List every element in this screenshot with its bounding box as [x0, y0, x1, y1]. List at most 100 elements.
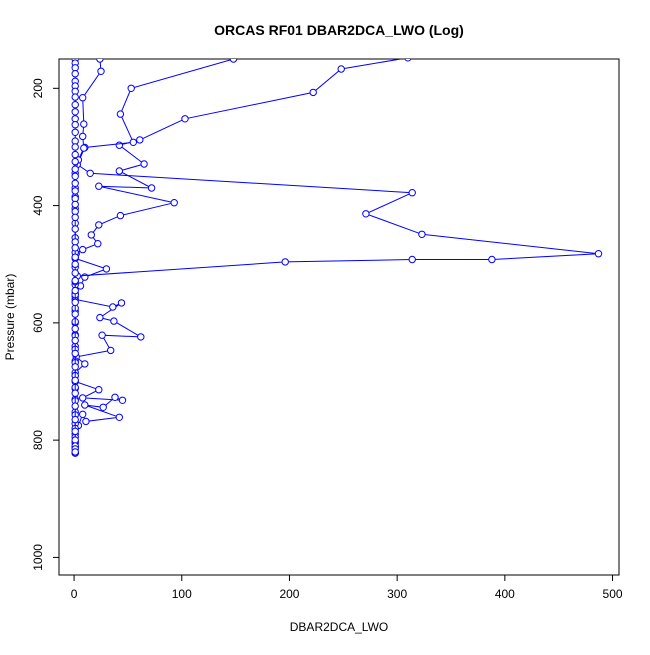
- data-point: [408, 189, 416, 197]
- data-point: [71, 389, 79, 397]
- data-point: [362, 210, 370, 218]
- data-point: [71, 427, 79, 435]
- data-point: [94, 240, 102, 248]
- data-point: [71, 286, 79, 295]
- data-point: [96, 59, 104, 63]
- data-point: [98, 331, 106, 339]
- data-point: [71, 172, 79, 181]
- chart-title: ORCAS RF01 DBAR2DCA_LWO (Log): [214, 22, 464, 38]
- data-point: [404, 59, 412, 62]
- data-point: [115, 167, 124, 175]
- data-point: [71, 225, 79, 233]
- data-point: [71, 179, 79, 188]
- data-point: [129, 138, 138, 147]
- x-tick-label: 100: [172, 587, 192, 601]
- data-point: [118, 396, 127, 404]
- data-point: [71, 70, 79, 78]
- data-point: [71, 310, 79, 318]
- y-axis: 200 400 600 800 1000: [31, 78, 59, 571]
- data-point: [87, 231, 96, 239]
- data-point: [110, 317, 118, 325]
- data-point: [117, 299, 126, 307]
- data-point: [109, 303, 117, 311]
- plot-frame: [58, 58, 620, 576]
- data-point: [71, 253, 79, 261]
- data-point: [81, 401, 89, 409]
- data-point: [95, 221, 103, 229]
- data-point: [140, 160, 148, 168]
- data-point: [309, 88, 317, 97]
- data-point: [71, 376, 79, 384]
- y-tick-label: 600: [31, 313, 45, 333]
- data-point: [116, 110, 125, 118]
- x-axis-label: DBAR2DCA_LWO: [290, 620, 388, 634]
- data-point: [71, 336, 79, 345]
- x-tick-label: 0: [71, 587, 78, 601]
- series-4: [71, 59, 79, 456]
- x-tick-label: 300: [387, 587, 407, 601]
- data-point: [337, 65, 345, 73]
- data-point: [71, 157, 79, 166]
- data-point: [71, 402, 79, 410]
- data-point: [111, 393, 119, 401]
- x-axis: 0 100 200 300 400 500: [71, 575, 623, 601]
- data-point: [71, 276, 79, 285]
- data-point: [71, 349, 79, 358]
- data-point: [71, 143, 79, 151]
- y-tick-label: 200: [31, 78, 45, 98]
- data-point: [115, 413, 124, 421]
- data-point: [71, 448, 79, 456]
- plot-area: [71, 59, 603, 457]
- data-point: [71, 200, 79, 209]
- data-point: [71, 260, 79, 268]
- data-point: [97, 67, 105, 76]
- data-point: [136, 136, 144, 144]
- data-point: [79, 132, 87, 141]
- data-point: [408, 255, 416, 264]
- data-point: [79, 245, 87, 254]
- data-point: [82, 417, 90, 426]
- data-point: [116, 211, 125, 220]
- data-point: [418, 230, 426, 239]
- data-point: [71, 415, 79, 424]
- data-point: [80, 120, 88, 128]
- data-point: [71, 108, 79, 116]
- data-point: [488, 255, 496, 264]
- data-point: [79, 410, 87, 418]
- y-axis-label: Pressure (mbar): [3, 274, 17, 361]
- series-line: [74, 59, 599, 453]
- data-point: [71, 244, 79, 252]
- data-point: [95, 386, 103, 394]
- data-point: [71, 363, 79, 371]
- x-tick-label: 400: [495, 587, 515, 601]
- x-tick-label: 500: [603, 587, 623, 601]
- data-point: [71, 213, 79, 222]
- data-point: [71, 150, 79, 159]
- data-point: [71, 165, 79, 173]
- data-point: [86, 169, 94, 178]
- data-point: [170, 199, 178, 207]
- data-point: [107, 346, 115, 355]
- data-point: [281, 258, 289, 266]
- data-point: [95, 182, 103, 190]
- data-point: [99, 403, 107, 411]
- series-2: [71, 59, 603, 457]
- data-point: [127, 84, 135, 93]
- data-point: [79, 394, 87, 402]
- data-point: [71, 269, 79, 277]
- data-point: [80, 144, 88, 152]
- y-tick-label: 400: [31, 195, 45, 215]
- data-point: [81, 360, 89, 368]
- data-point: [71, 298, 79, 306]
- series-line: [74, 59, 404, 453]
- data-point: [71, 93, 79, 101]
- data-point: [79, 94, 87, 102]
- data-point: [137, 333, 145, 341]
- data-point: [594, 250, 603, 258]
- data-point: [71, 101, 79, 109]
- y-tick-label: 800: [31, 430, 45, 450]
- data-point: [71, 187, 79, 195]
- data-point: [115, 141, 124, 149]
